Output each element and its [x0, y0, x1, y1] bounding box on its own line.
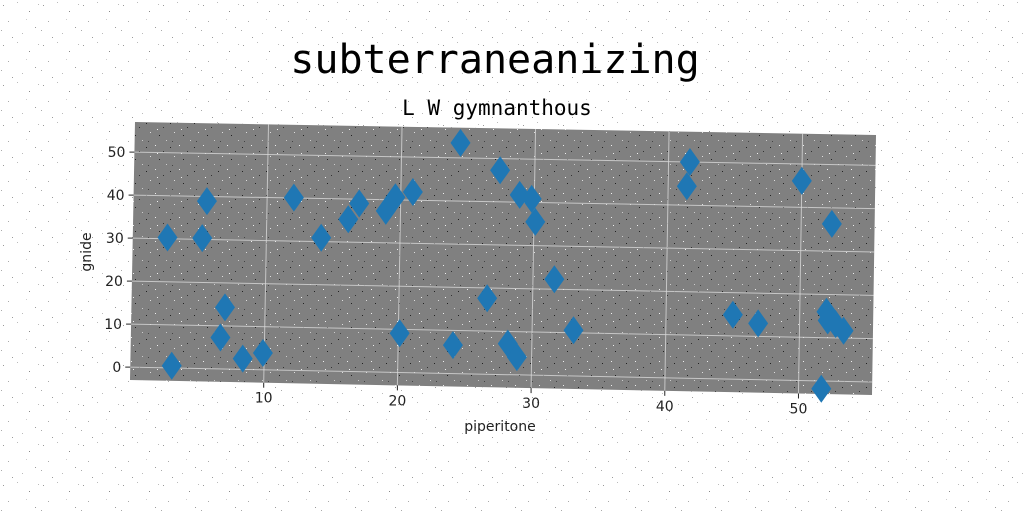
data-point: [506, 343, 527, 372]
y-tick-label: 40: [107, 188, 125, 204]
data-point: [161, 351, 182, 380]
x-tick-label: 10: [255, 391, 273, 407]
data-point: [442, 331, 463, 360]
data-points: [157, 128, 854, 403]
grid-lines: [130, 124, 876, 394]
y-grid-line: [134, 151, 876, 166]
chart-title: subterraneanizing: [290, 37, 699, 83]
x-grid-line: [263, 124, 270, 383]
data-point: [338, 205, 359, 234]
data-point: [477, 284, 498, 313]
x-grid-line: [664, 131, 670, 391]
data-point: [490, 156, 511, 185]
x-tick-label: 30: [522, 396, 540, 412]
data-point: [791, 166, 812, 195]
data-point: [402, 178, 423, 207]
data-point: [521, 184, 542, 213]
y-axis-label: gnide: [79, 232, 95, 271]
data-point: [563, 316, 584, 345]
data-point: [232, 344, 253, 373]
y-grid-line: [132, 237, 875, 253]
data-point: [679, 148, 700, 177]
data-point: [157, 223, 178, 252]
y-grid-line: [131, 280, 874, 296]
data-point: [192, 224, 213, 253]
chart-subtitle: L W gymnanthous: [402, 96, 592, 120]
x-tick-label: 40: [656, 399, 674, 415]
y-tick-label: 30: [106, 231, 124, 247]
y-tick-label: 0: [112, 360, 121, 376]
data-point: [544, 265, 565, 294]
axis-ticks: 10 20 30 40 50 0 10 20 30 40 50: [104, 145, 807, 417]
x-axis-label: piperitone: [464, 419, 535, 435]
y-tick-label: 20: [105, 274, 123, 290]
y-tick-label: 50: [108, 145, 126, 161]
data-point: [811, 374, 832, 403]
y-tick-label: 10: [104, 317, 122, 333]
data-point: [676, 172, 697, 201]
data-point: [214, 293, 235, 322]
x-tick-label: 50: [790, 402, 808, 418]
data-point: [196, 187, 217, 216]
y-grid-line: [133, 194, 875, 210]
data-point: [283, 183, 304, 212]
data-point: [389, 319, 410, 348]
data-point: [210, 323, 231, 352]
data-point: [722, 300, 743, 329]
x-grid-line: [530, 129, 537, 389]
data-point: [385, 183, 406, 212]
data-point: [525, 207, 546, 236]
data-point: [252, 338, 273, 367]
y-grid-line: [130, 366, 873, 383]
data-point: [833, 316, 854, 345]
data-point: [311, 223, 332, 252]
data-point: [349, 189, 370, 218]
x-tick-label: 20: [388, 393, 406, 409]
data-point: [821, 209, 842, 238]
data-point: [748, 309, 769, 338]
data-point: [450, 128, 471, 157]
y-grid-line: [131, 323, 873, 340]
